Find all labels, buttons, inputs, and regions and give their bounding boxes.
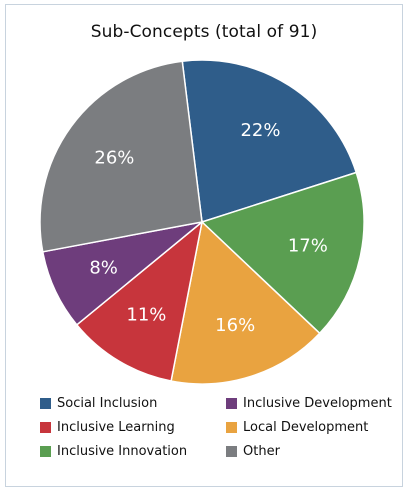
pie-slice-other: [39, 60, 203, 253]
legend-swatch: [40, 446, 51, 457]
legend-swatch: [226, 422, 237, 433]
chart-legend: Social Inclusion Inclusive Learning Inclus…: [40, 396, 400, 466]
legend-swatch: [226, 446, 237, 457]
legend-label: Social Inclusion: [57, 396, 158, 411]
chart-title: Sub-Concepts (total of 91): [90, 22, 318, 42]
legend-item: Local Development: [226, 420, 368, 435]
legend-item: Inclusive Learning: [40, 420, 175, 435]
legend-item: Social Inclusion: [40, 396, 157, 411]
legend-item: Inclusive Development: [226, 396, 392, 411]
legend-swatch: [40, 398, 51, 409]
pie-slice-local-development: [170, 220, 321, 385]
legend-item: Other: [226, 444, 280, 459]
pie-slice-label: 11%: [126, 305, 166, 326]
pie-slice-label: 26%: [94, 147, 134, 168]
legend-label: Local Development: [243, 420, 369, 435]
pie-slice-label: 17%: [288, 236, 328, 257]
pie-slice-label: 22%: [240, 120, 280, 141]
legend-label: Other: [243, 444, 280, 459]
pie-slice-label: 16%: [215, 315, 255, 336]
legend-label: Inclusive Development: [243, 396, 392, 411]
pie-slice-label: 8%: [89, 257, 118, 278]
legend-swatch: [226, 398, 237, 409]
pie-slice-inclusive-learning: [75, 220, 204, 382]
legend-item: Inclusive Innovation: [40, 444, 187, 459]
legend-swatch: [40, 422, 51, 433]
pie-slice-inclusive-innovation: [200, 171, 365, 335]
legend-label: Inclusive Innovation: [57, 444, 188, 459]
pie-slice-social-inclusion: [181, 59, 358, 223]
legend-label: Inclusive Learning: [57, 420, 175, 435]
